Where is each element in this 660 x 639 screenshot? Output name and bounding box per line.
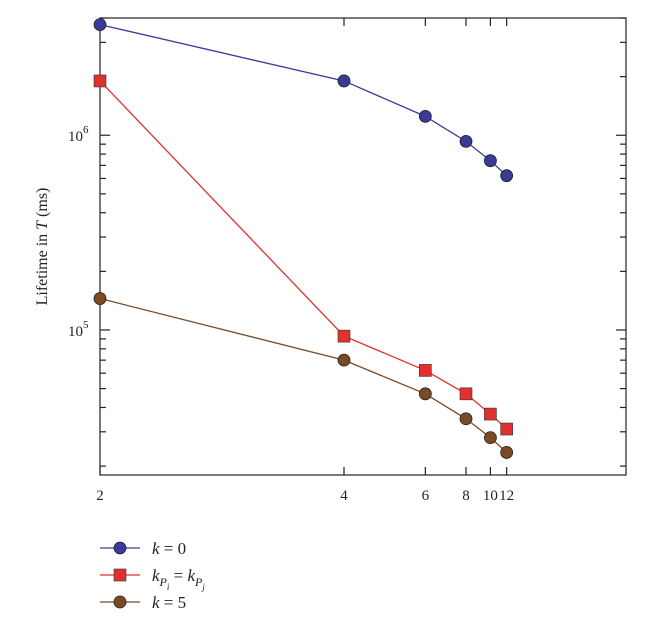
data-point: [337, 74, 351, 88]
data-point: [419, 364, 432, 377]
data-point: [418, 387, 432, 401]
data-point: [93, 74, 107, 88]
x-tick-label: 2: [96, 488, 104, 504]
series-1: [93, 18, 514, 183]
x-tick-label: 12: [499, 488, 514, 504]
data-point: [484, 407, 497, 421]
series-line: [99, 297, 508, 453]
data-point: [93, 18, 107, 31]
data-point: [337, 329, 351, 343]
series-3: [93, 292, 514, 459]
legend-marker: [113, 541, 127, 555]
x-tick-label: 8: [462, 488, 470, 504]
x-tick-label: 10: [483, 488, 498, 504]
legend-entry-1: k = 0: [100, 539, 186, 558]
data-point: [459, 134, 473, 148]
data-point: [337, 353, 351, 367]
y-tick-label: 106: [68, 124, 89, 145]
legend-entry-3: k = 5: [100, 593, 186, 612]
data-point: [418, 109, 432, 123]
series-line: [99, 80, 508, 430]
legend-label: k = 0: [152, 539, 186, 558]
data-point: [459, 387, 473, 401]
series-line: [99, 23, 508, 177]
data-point: [459, 412, 473, 426]
data-point: [500, 446, 514, 459]
x-tick-label: 4: [340, 488, 348, 504]
legend-marker: [113, 595, 127, 609]
data-point: [483, 154, 497, 168]
legend-label: kPi = kPj: [152, 566, 205, 592]
y-axis-label: Lifetime in T (ms): [34, 188, 51, 306]
axes: 2 4 6 8 10 12 105 106 Lifetime in T (ms): [34, 17, 627, 504]
series-2: [93, 74, 513, 436]
data-point: [93, 292, 107, 305]
plot-frame: [99, 17, 627, 476]
legend-entry-2: kPi = kPj: [100, 566, 205, 592]
legend-label: k = 5: [152, 593, 186, 612]
data-point: [500, 422, 513, 436]
legend-marker: [113, 568, 127, 582]
y-tick-label: 105: [68, 319, 89, 340]
data-point: [483, 431, 497, 445]
x-tick-label: 6: [422, 488, 430, 504]
series-layer: [93, 18, 514, 459]
data-point: [500, 169, 514, 183]
